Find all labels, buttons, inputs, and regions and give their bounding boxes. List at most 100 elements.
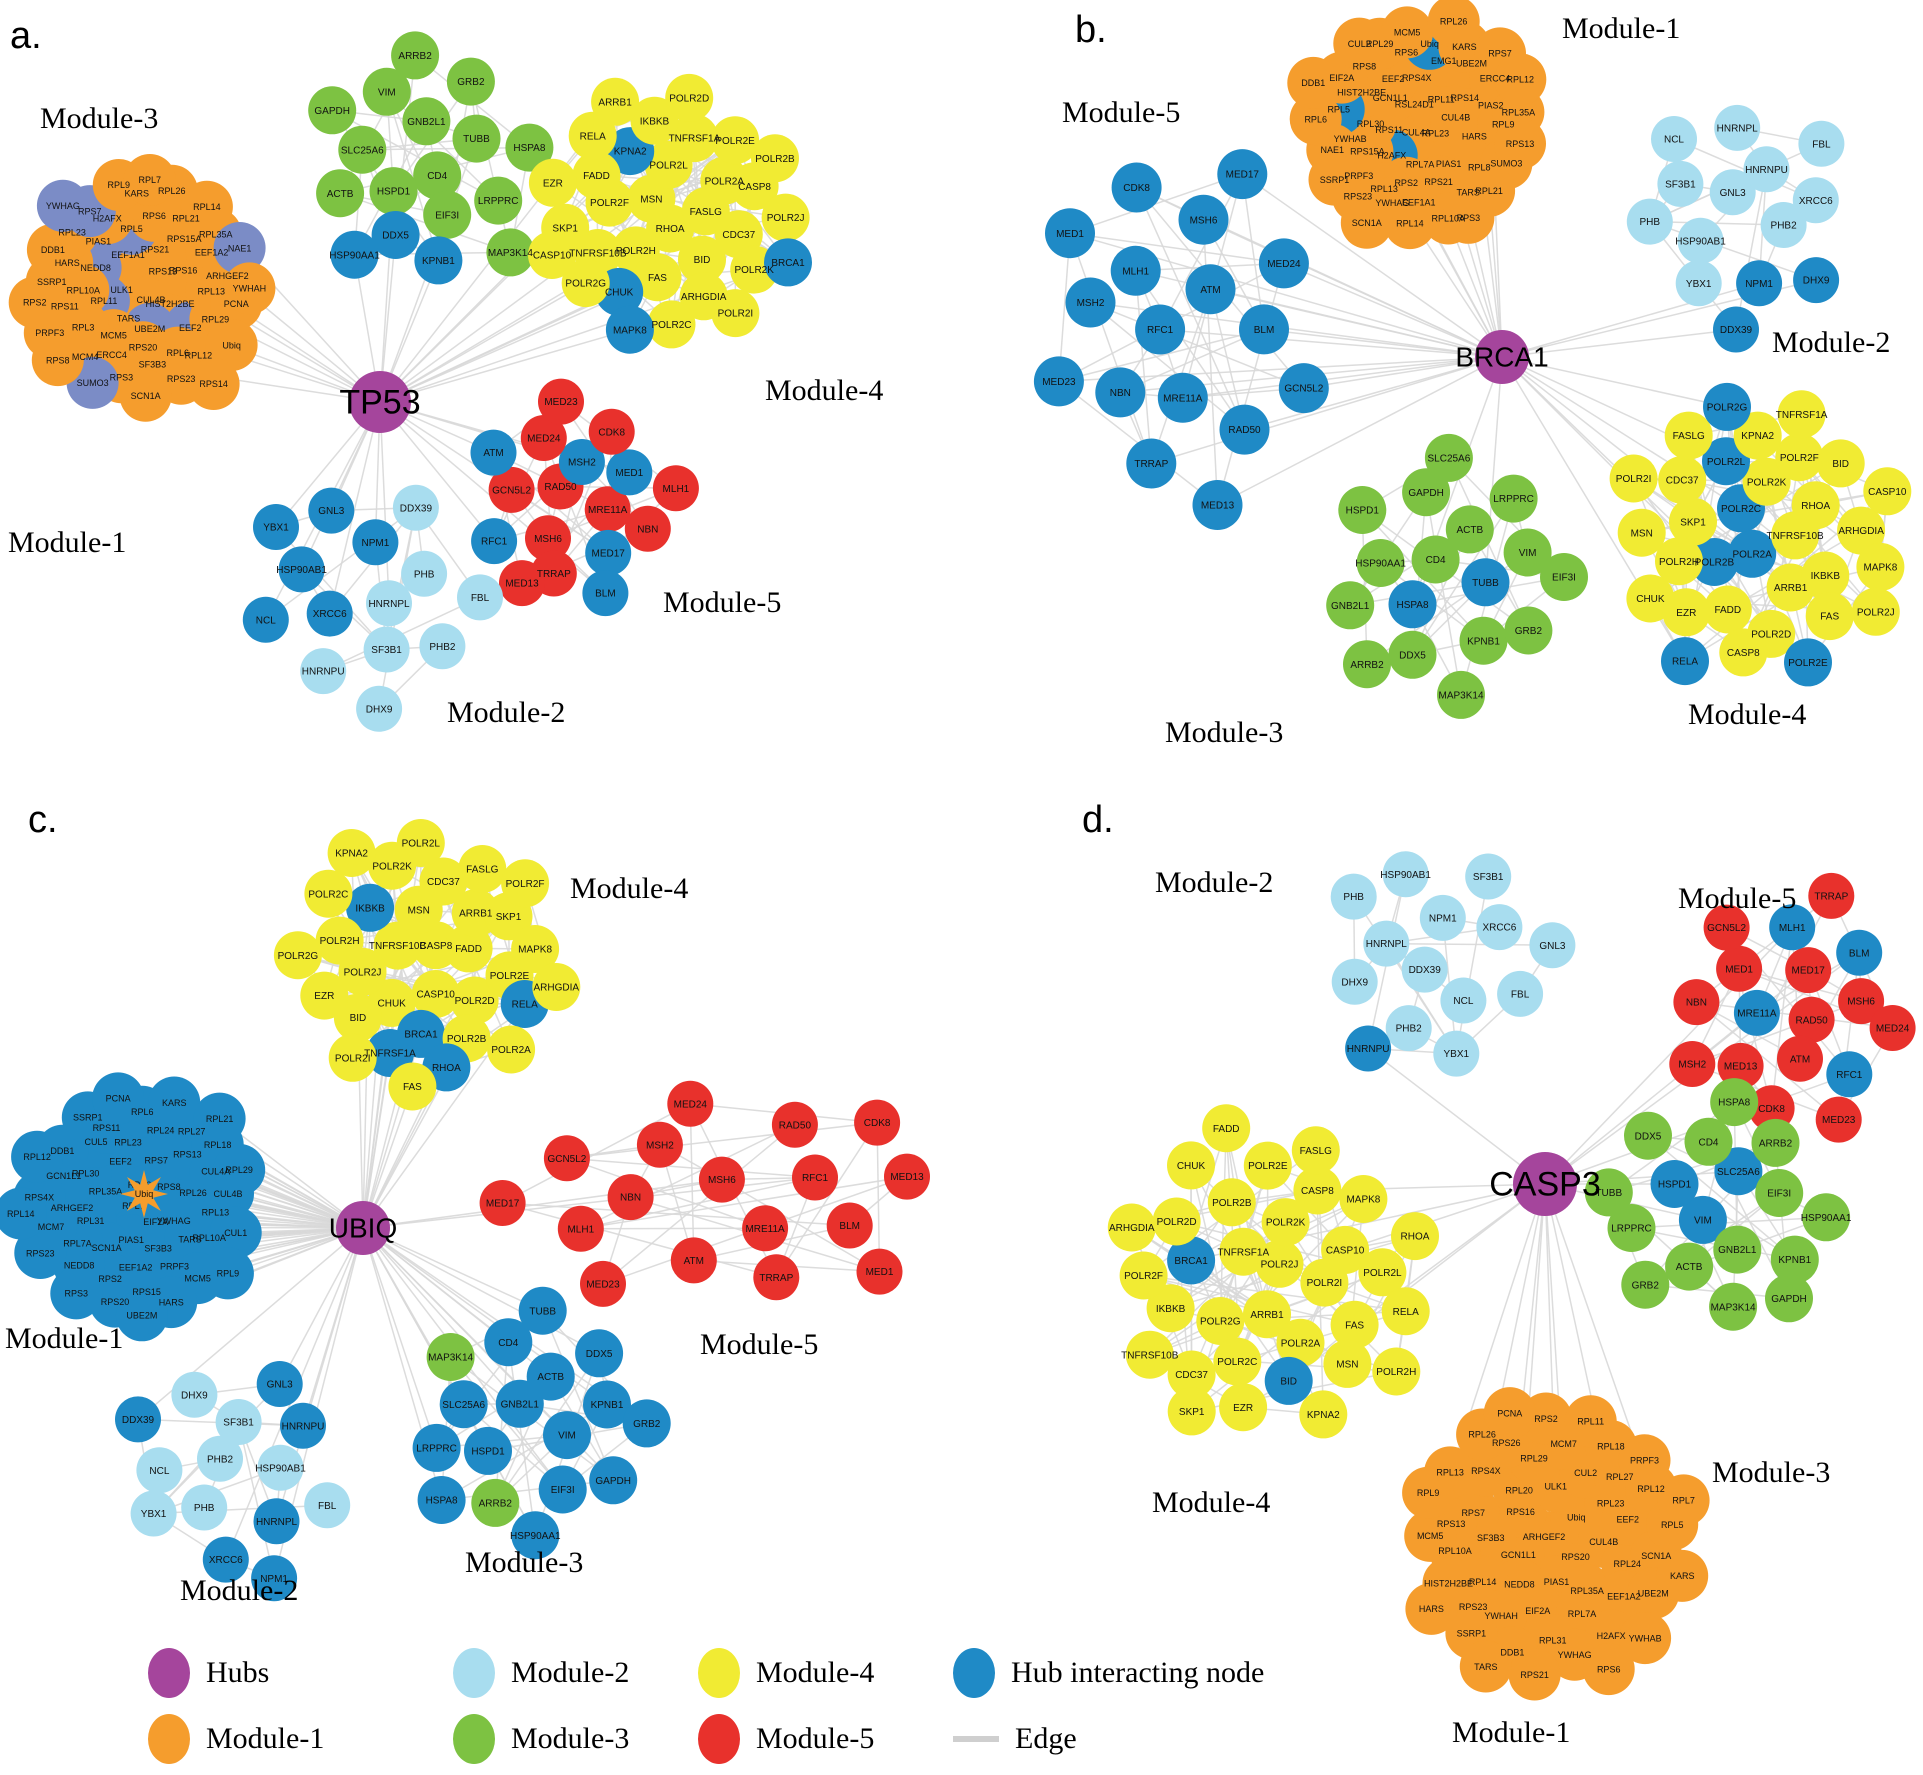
panel-d-module-4-label: Module-4 <box>1152 1486 1270 1519</box>
node-label: CHUK <box>605 288 634 299</box>
node-label: RPL9 <box>217 1269 240 1279</box>
node-label: HIST2H2BE <box>1337 88 1386 98</box>
node-label: MED13 <box>1201 501 1235 512</box>
node-label: MSN <box>1336 1360 1358 1371</box>
node-MED1 <box>856 1248 903 1295</box>
node-label: NBN <box>637 524 658 535</box>
legend: Hubs Module-2 Module-4 Hub interacting n… <box>148 1648 1373 1764</box>
node-NCL <box>136 1447 183 1494</box>
node-label: PHB2 <box>1396 1024 1423 1035</box>
node-MED23 <box>1033 356 1084 407</box>
node-label: HIST2H2BE <box>1424 1579 1473 1589</box>
node-label: POLR2H <box>320 936 360 947</box>
node-label: SSRP1 <box>73 1113 103 1123</box>
node-GNL3 <box>256 1361 303 1407</box>
node-label: MLH1 <box>1122 266 1149 277</box>
node-KARS <box>1656 1549 1709 1602</box>
node-CHUK <box>1626 574 1675 623</box>
node-label: ATM <box>684 1256 704 1267</box>
node-ATM <box>1777 1035 1823 1082</box>
node-EZR <box>1219 1383 1268 1432</box>
node-label: KPNA2 <box>335 849 368 860</box>
node-ACTB <box>1445 505 1494 554</box>
node-PHB <box>1626 198 1673 245</box>
node-label: RFC1 <box>802 1173 829 1184</box>
node-label: RPL35A <box>199 229 233 239</box>
node-label: RPL30 <box>72 1168 100 1178</box>
panel-d-module-5-label: Module-5 <box>1678 882 1796 915</box>
node-POLR2J <box>761 193 810 242</box>
panel-c-module-5-label: Module-5 <box>700 1328 818 1361</box>
node-label: RPL30 <box>1357 119 1385 129</box>
node-MCM5 <box>1404 1509 1457 1562</box>
node-NCL <box>1651 116 1697 162</box>
node-label: MCM5 <box>1394 28 1421 38</box>
node-CASP8 <box>1293 1166 1342 1215</box>
node-HNRNPL <box>1363 920 1410 967</box>
node-label: ARHGDIA <box>1109 1223 1155 1234</box>
node-label: YWHAG <box>157 1216 191 1226</box>
node-label: RPL14 <box>1469 1577 1497 1587</box>
node-POLR2I <box>711 289 760 338</box>
node-label: NEDD8 <box>80 263 111 273</box>
node-RPS3 <box>50 1267 103 1320</box>
node-label: GNL3 <box>1539 941 1566 952</box>
node-MLH1 <box>1769 904 1816 951</box>
panel-a: CD4 HSPD1 GNB2L1 EIF3I SLC25A6 TUBB DDX5 VIM LRP… <box>8 15 883 732</box>
node-label: MLH1 <box>567 1224 594 1235</box>
node-label: CUL2 <box>1574 1468 1597 1478</box>
node-MED24 <box>667 1080 714 1127</box>
node-FASLG <box>458 845 507 893</box>
node-label: CD4 <box>1698 1137 1718 1148</box>
node-label: PIAS1 <box>86 237 112 247</box>
node-CDC37 <box>1658 456 1707 504</box>
node-label: RFC1 <box>481 537 508 548</box>
node-label: HSPD1 <box>471 1447 505 1458</box>
node-TNFRSF1A <box>670 114 719 163</box>
node-GAPDH <box>1402 468 1451 517</box>
node-label: EIF2A <box>143 1217 168 1227</box>
node-label: SCN1A <box>92 1243 122 1253</box>
node-label: RPL26 <box>179 1188 207 1198</box>
node-PHB2 <box>1760 202 1807 248</box>
node-DDX5 <box>575 1329 624 1378</box>
node-GCN5L2 <box>1703 904 1750 951</box>
node-SKP1 <box>1669 497 1717 546</box>
node-label: RPL26 <box>1468 1430 1496 1440</box>
legend-label: Hubs <box>206 1656 270 1689</box>
node-label: EIF2A <box>1525 1606 1550 1616</box>
node-label: NCL <box>1664 135 1684 146</box>
node-label: MRE11A <box>1737 1009 1777 1020</box>
node-label: CUL4B <box>1441 112 1470 122</box>
node-MED17 <box>479 1180 526 1226</box>
node-label: MCM7 <box>38 1222 65 1232</box>
panel-a-module-5-label: Module-5 <box>663 586 781 619</box>
node-label: HNRNPL <box>1717 124 1759 135</box>
node-MED24 <box>520 415 567 461</box>
node-label: ATM <box>483 448 503 459</box>
node-label: RPS26 <box>1492 1438 1521 1448</box>
node-BLM <box>582 570 629 617</box>
node-MED1 <box>606 449 653 496</box>
node-label: POLR2J <box>767 213 805 224</box>
node-label: PIAS1 <box>1436 159 1462 169</box>
node-label: RPS2 <box>1534 1414 1558 1424</box>
hub-label: BRCA1 <box>1455 342 1548 373</box>
node-label: SSRP1 <box>1320 175 1350 185</box>
node-label: MED1 <box>1056 229 1084 240</box>
node-label: FAS <box>648 273 667 284</box>
node-POLR2A <box>1276 1318 1325 1367</box>
node-label: RPL12 <box>185 350 213 360</box>
node-label: LRPPRC <box>416 1444 457 1455</box>
node-label: TARS <box>178 1235 201 1245</box>
node-HSP90AB1 <box>1677 217 1724 264</box>
node-POLR2C <box>1213 1337 1262 1386</box>
node-label: RPL18 <box>204 1140 232 1150</box>
node-label: POLR2K <box>1747 477 1787 488</box>
node-label: KARS <box>124 188 149 198</box>
node-label: MRE11A <box>745 1224 785 1235</box>
node-label: RPL35A <box>1570 1586 1604 1596</box>
node-label: RFC1 <box>1147 325 1174 336</box>
node-RPL7 <box>1657 1474 1710 1527</box>
node-HSPA8 <box>417 1476 466 1524</box>
